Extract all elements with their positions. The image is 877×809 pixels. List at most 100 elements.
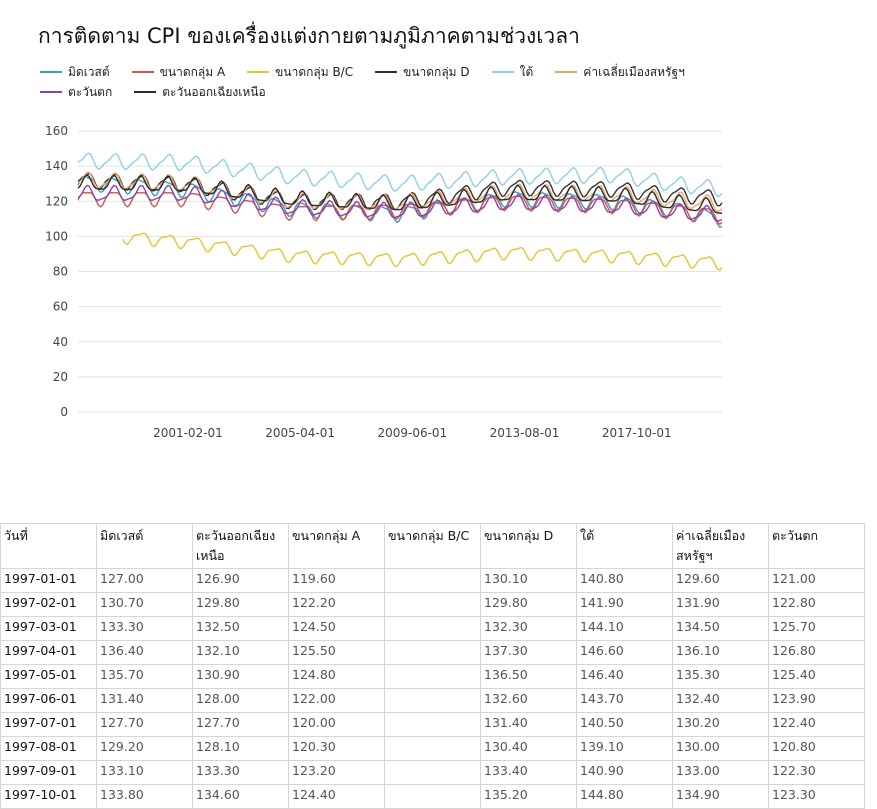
value-cell: 128.00 <box>192 688 289 713</box>
value-cell: 144.10 <box>576 616 673 641</box>
value-cell: 133.80 <box>96 784 193 809</box>
chart-title: การติดตาม CPI ของเครื่องแต่งกายตามภูมิภา… <box>38 24 580 48</box>
legend-swatch <box>491 71 514 73</box>
value-cell: 144.80 <box>576 784 673 809</box>
legend-item: ขนาดกลุ่ม D <box>375 64 470 80</box>
value-cell: 140.50 <box>576 712 673 737</box>
legend-item: ตะวันตก <box>40 84 112 100</box>
value-cell: 127.00 <box>96 568 193 593</box>
x-tick-label: 2005-04-01 <box>265 426 335 440</box>
date-cell: 1997-03-01 <box>0 616 97 641</box>
legend-label: ขนาดกลุ่ม D <box>403 64 470 79</box>
value-cell: 133.30 <box>96 616 193 641</box>
legend-swatch <box>555 71 578 73</box>
value-cell: 127.70 <box>96 712 193 737</box>
value-cell: 120.80 <box>768 736 865 761</box>
value-cell: 130.90 <box>192 664 289 689</box>
value-cell: 131.40 <box>96 688 193 713</box>
table-row: 1997-04-01 136.40 132.10 125.50 137.30 146.60… <box>0 640 865 665</box>
value-cell <box>384 712 481 737</box>
x-tick-label: 2001-02-01 <box>153 426 223 440</box>
table-row: 1997-09-01 133.10 133.30 123.20 133.40 140.90… <box>0 760 865 785</box>
value-cell: 120.30 <box>288 736 385 761</box>
value-cell: 130.40 <box>480 736 577 761</box>
value-cell: 133.40 <box>480 760 577 785</box>
value-cell <box>384 664 481 689</box>
value-cell: 125.50 <box>288 640 385 665</box>
value-cell: 129.20 <box>96 736 193 761</box>
x-tick-label: 2017-10-01 <box>602 426 672 440</box>
column-header: วันที่ <box>0 523 97 569</box>
legend-label: ตะวันตก <box>68 84 113 99</box>
date-cell: 1997-06-01 <box>0 688 97 713</box>
date-cell: 1997-04-01 <box>0 640 97 665</box>
date-cell: 1997-10-01 <box>0 784 97 809</box>
value-cell: 122.00 <box>288 688 385 713</box>
legend-item: ใต้ <box>491 64 533 80</box>
table-row: 1997-05-01 135.70 130.90 124.80 136.50 146.40… <box>0 664 865 689</box>
value-cell: 131.40 <box>480 712 577 737</box>
value-cell: 129.80 <box>192 592 289 617</box>
value-cell: 133.00 <box>672 760 769 785</box>
legend-swatch <box>131 71 154 73</box>
line-chart: 0 20 40 60 80 100 120 140 160 2001-02-01 2005-04-0… <box>45 124 723 440</box>
value-cell: 136.10 <box>672 640 769 665</box>
y-tick-label: 40 <box>53 335 68 349</box>
series-line <box>77 152 723 198</box>
value-cell: 129.60 <box>672 568 769 593</box>
value-cell: 123.20 <box>288 760 385 785</box>
value-cell: 137.30 <box>480 640 577 665</box>
value-cell <box>384 736 481 761</box>
value-cell: 128.10 <box>192 736 289 761</box>
value-cell: 125.70 <box>768 616 865 641</box>
value-cell <box>384 760 481 785</box>
value-cell: 146.60 <box>576 640 673 665</box>
y-tick-label: 0 <box>60 405 68 419</box>
legend-label: ค่าเฉลี่ยเมืองสหรัฐฯ <box>583 64 685 79</box>
table-row: 1997-08-01 129.20 128.10 120.30 130.40 139.10… <box>0 736 865 761</box>
legend-swatch <box>40 91 62 93</box>
value-cell: 140.90 <box>576 760 673 785</box>
value-cell: 136.50 <box>480 664 577 689</box>
value-cell: 126.90 <box>192 568 289 593</box>
value-cell: 133.10 <box>96 760 193 785</box>
value-cell: 132.50 <box>192 616 289 641</box>
value-cell: 132.60 <box>480 688 577 713</box>
date-cell: 1997-05-01 <box>0 664 97 689</box>
series-line <box>77 173 723 214</box>
table-row: 1997-03-01 133.30 132.50 124.50 132.30 144.10… <box>0 616 865 641</box>
value-cell <box>384 568 481 593</box>
legend-swatch <box>134 91 157 93</box>
x-tick-label: 2013-08-01 <box>490 426 560 440</box>
value-cell: 143.70 <box>576 688 673 713</box>
value-cell: 122.80 <box>768 592 865 617</box>
value-cell: 134.90 <box>672 784 769 809</box>
series-line <box>77 184 723 222</box>
column-header: ค่าเฉลี่ยเมืองสหรัฐฯ <box>672 523 769 569</box>
value-cell: 141.90 <box>576 592 673 617</box>
y-tick-label: 160 <box>45 124 68 138</box>
value-cell: 124.50 <box>288 616 385 641</box>
value-cell: 122.40 <box>768 712 865 737</box>
date-cell: 1997-08-01 <box>0 736 97 761</box>
data-table: วันที่ มิดเวสต์ ตะวันออกเฉียงเหนือ ขนาดกลุ่… <box>0 523 865 809</box>
table-header-row: วันที่ มิดเวสต์ ตะวันออกเฉียงเหนือ ขนาดกลุ่… <box>0 523 865 569</box>
value-cell: 139.10 <box>576 736 673 761</box>
column-header: ขนาดกลุ่ม A <box>288 523 385 569</box>
legend-item: ตะวันออกเฉียงเหนือ <box>134 84 266 100</box>
y-tick-label: 80 <box>53 265 68 279</box>
value-cell: 132.10 <box>192 640 289 665</box>
table-row: 1997-02-01 130.70 129.80 122.20 129.80 141.90… <box>0 592 865 617</box>
y-tick-label: 140 <box>45 159 68 173</box>
value-cell: 146.40 <box>576 664 673 689</box>
column-header: ตะวันตก <box>768 523 865 569</box>
date-cell: 1997-01-01 <box>0 568 97 593</box>
series-line <box>77 175 723 229</box>
value-cell: 133.30 <box>192 760 289 785</box>
value-cell: 131.90 <box>672 592 769 617</box>
value-cell <box>384 592 481 617</box>
value-cell: 130.10 <box>480 568 577 593</box>
series-line <box>122 232 723 271</box>
value-cell: 123.30 <box>768 784 865 809</box>
y-tick-label: 120 <box>45 194 68 208</box>
